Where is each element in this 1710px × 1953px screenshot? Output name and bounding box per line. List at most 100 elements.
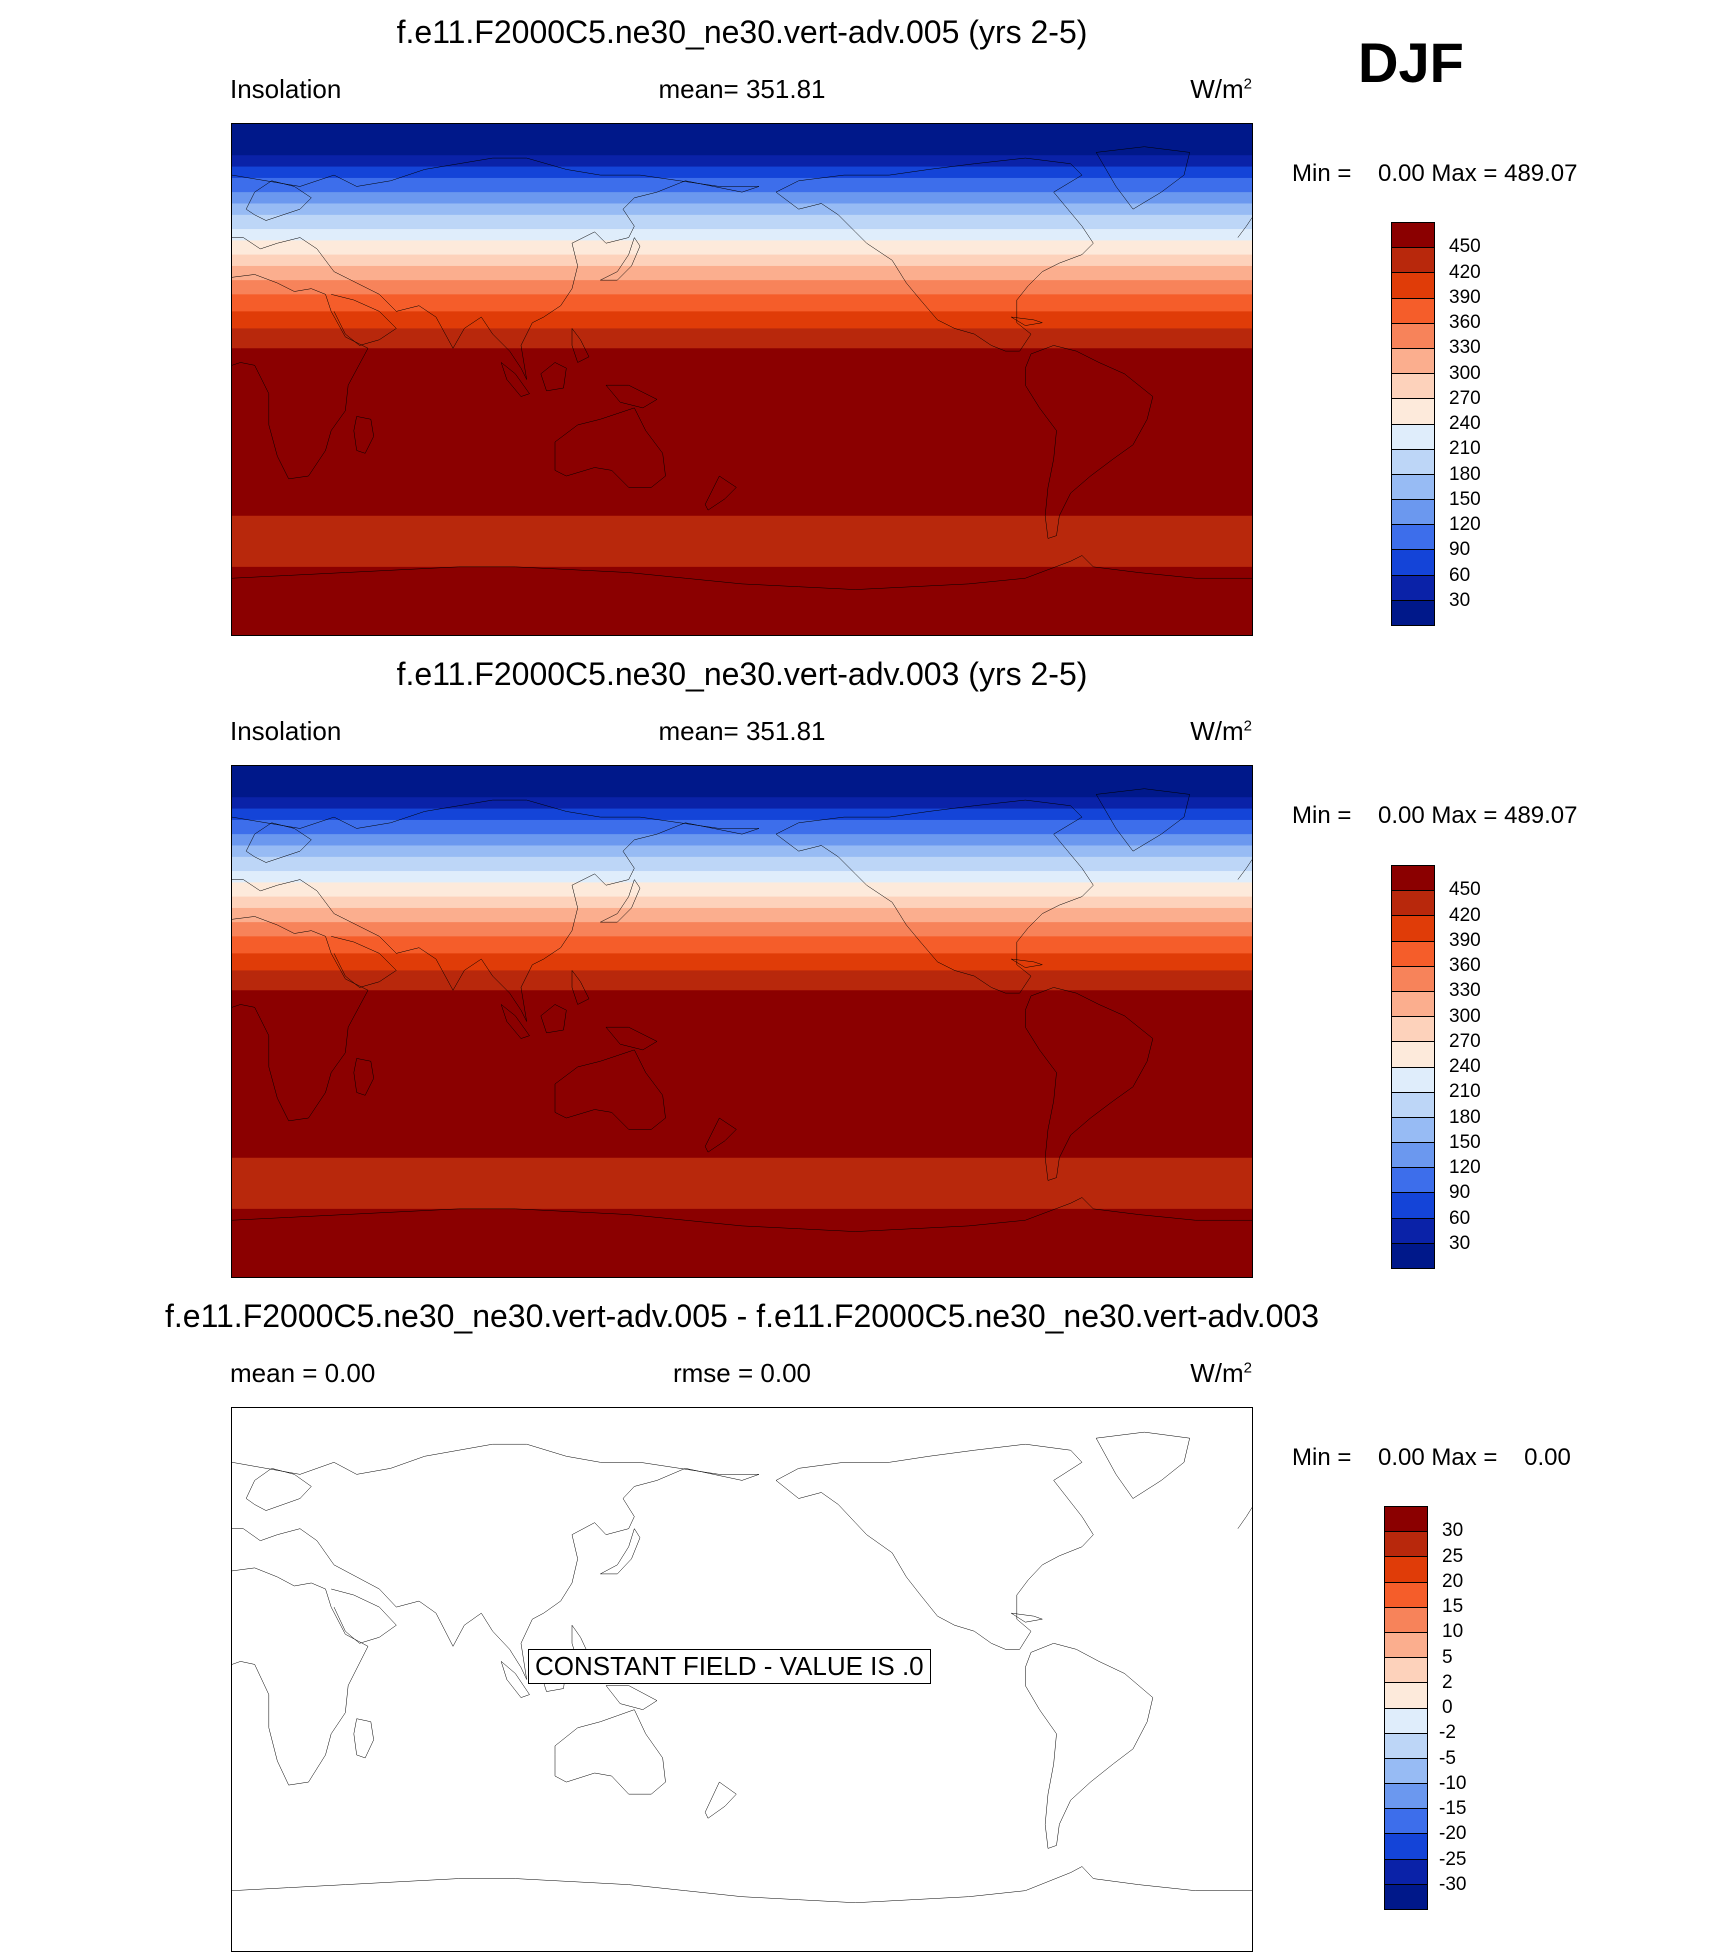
colorbar-swatch (1392, 298, 1434, 324)
colorbar-tick-label: -5 (1439, 1747, 1456, 1769)
constant-field-label: CONSTANT FIELD - VALUE IS .0 (528, 1649, 931, 1684)
field-band (232, 515, 1252, 568)
colorbar-swatch (1385, 1834, 1427, 1860)
coastline-segment (232, 1867, 1252, 1903)
colorbar-tick-label: 150 (1449, 1131, 1481, 1153)
coastline-segment (541, 1004, 567, 1032)
field-band (232, 192, 1252, 205)
colorbar-swatch (1392, 966, 1434, 992)
field-band (232, 328, 1252, 350)
coastline-segment (1096, 789, 1190, 851)
field-band (232, 896, 1252, 909)
coastline-segment (555, 408, 666, 487)
coastline-segment (246, 1468, 311, 1510)
colorbar-tick-label: 2 (1442, 1671, 1453, 1693)
coastline-segment (606, 1027, 657, 1050)
panel3-units-label: W/m2 (1190, 1358, 1252, 1388)
colorbar-swatch (1392, 1193, 1434, 1219)
panel2-units-label: W/m2 (1190, 716, 1252, 746)
coastline-segment (232, 158, 759, 186)
colorbar-tick-label: 180 (1449, 1106, 1481, 1128)
colorbar-swatch (1385, 1632, 1427, 1659)
colorbar-swatch (1392, 941, 1434, 967)
panel1-mean-label: mean= 351.81 (658, 74, 826, 104)
field-band (232, 124, 1252, 157)
coastline-segment (705, 1782, 736, 1818)
panel3-coastlines (232, 1432, 1252, 1903)
field-band (232, 240, 1252, 256)
field-band (232, 970, 1252, 992)
panel2-title: f.e11.F2000C5.ne30_ne30.vert-adv.003 (yr… (396, 656, 1088, 692)
colorbar-tick-label: 330 (1449, 980, 1481, 1002)
colorbar-swatch (1392, 991, 1434, 1018)
coastline-segment (606, 1686, 657, 1710)
coastline-segment (1025, 987, 1153, 1180)
coastline-segment (246, 181, 311, 221)
panel1-coastlines (232, 147, 1252, 590)
colorbar-tick-label: -15 (1439, 1798, 1467, 1819)
colorbar-tick-label: 390 (1449, 286, 1481, 308)
colorbar-swatch (1385, 1607, 1427, 1633)
colorbar-swatch (1392, 1243, 1434, 1268)
colorbar-swatch (1392, 273, 1434, 299)
field-band (232, 214, 1252, 230)
coastline-segment (555, 1050, 666, 1129)
colorbar-tick-label: 300 (1449, 1005, 1481, 1027)
colorbar-swatch (1392, 500, 1434, 526)
field-band (232, 797, 1252, 810)
coastline-segment (776, 1444, 1093, 1649)
colorbar-swatch (1392, 223, 1434, 249)
coastline-segment (354, 1058, 374, 1095)
field-band (232, 766, 1252, 799)
coastline-segment (555, 1710, 666, 1794)
colorbar-swatch (1392, 374, 1434, 400)
colorbar-tick-label: -2 (1439, 1722, 1456, 1744)
colorbar-swatch (1392, 424, 1434, 450)
colorbar-tick-label: 180 (1449, 463, 1481, 485)
colorbar-tick-label: 240 (1449, 1056, 1481, 1077)
field-band (232, 808, 1252, 821)
field-band (232, 1157, 1252, 1210)
coastline-segment (232, 823, 759, 1022)
panel2-colorbar (1391, 865, 1435, 1269)
colorbar-swatch (1385, 1557, 1427, 1583)
colorbar-swatch (1385, 1708, 1427, 1734)
coastline-segment (246, 823, 311, 863)
colorbar-swatch (1385, 1532, 1427, 1558)
panel2-field-bands (232, 766, 1252, 1277)
colorbar-tick-label: 90 (1449, 539, 1471, 561)
coastline-segment (1025, 345, 1153, 538)
colorbar-tick-label: 60 (1449, 564, 1471, 586)
coastline-segment (600, 238, 640, 281)
colorbar-tick-label: 120 (1449, 1157, 1481, 1178)
colorbar-tick-label: 60 (1449, 1207, 1471, 1229)
coastline-segment (1096, 1432, 1190, 1498)
panel3-mean-label: mean = 0.00 (230, 1358, 376, 1388)
coastline-segment (331, 1589, 396, 1643)
colorbar-swatch (1392, 1143, 1434, 1169)
field-band (232, 265, 1252, 281)
field-band (232, 834, 1252, 847)
colorbar-swatch (1385, 1758, 1427, 1785)
field-band (232, 254, 1252, 267)
field-band (232, 155, 1252, 168)
panel1-title: f.e11.F2000C5.ne30_ne30.vert-adv.005 (yr… (396, 14, 1088, 50)
colorbar-tick-label: 15 (1442, 1596, 1464, 1617)
colorbar-swatch (1392, 323, 1434, 349)
coastline-segment (776, 800, 1093, 993)
field-band (232, 819, 1252, 835)
colorbar-swatch (1385, 1784, 1427, 1810)
colorbar-swatch (1392, 399, 1434, 425)
colorbar-swatch (1385, 1884, 1427, 1909)
colorbar-tick-label: 150 (1449, 488, 1481, 510)
colorbar-tick-label: 300 (1449, 362, 1481, 384)
coastline-segment (232, 1444, 759, 1474)
colorbar-tick-label: 210 (1449, 1081, 1481, 1103)
colorbar-tick-label: 10 (1442, 1621, 1464, 1643)
colorbar-swatch (1392, 449, 1434, 475)
panel1-units-label: W/m2 (1190, 74, 1252, 104)
field-band (232, 177, 1252, 193)
colorbar-swatch (1385, 1733, 1427, 1759)
field-band (232, 311, 1252, 330)
field-band (232, 348, 1252, 517)
